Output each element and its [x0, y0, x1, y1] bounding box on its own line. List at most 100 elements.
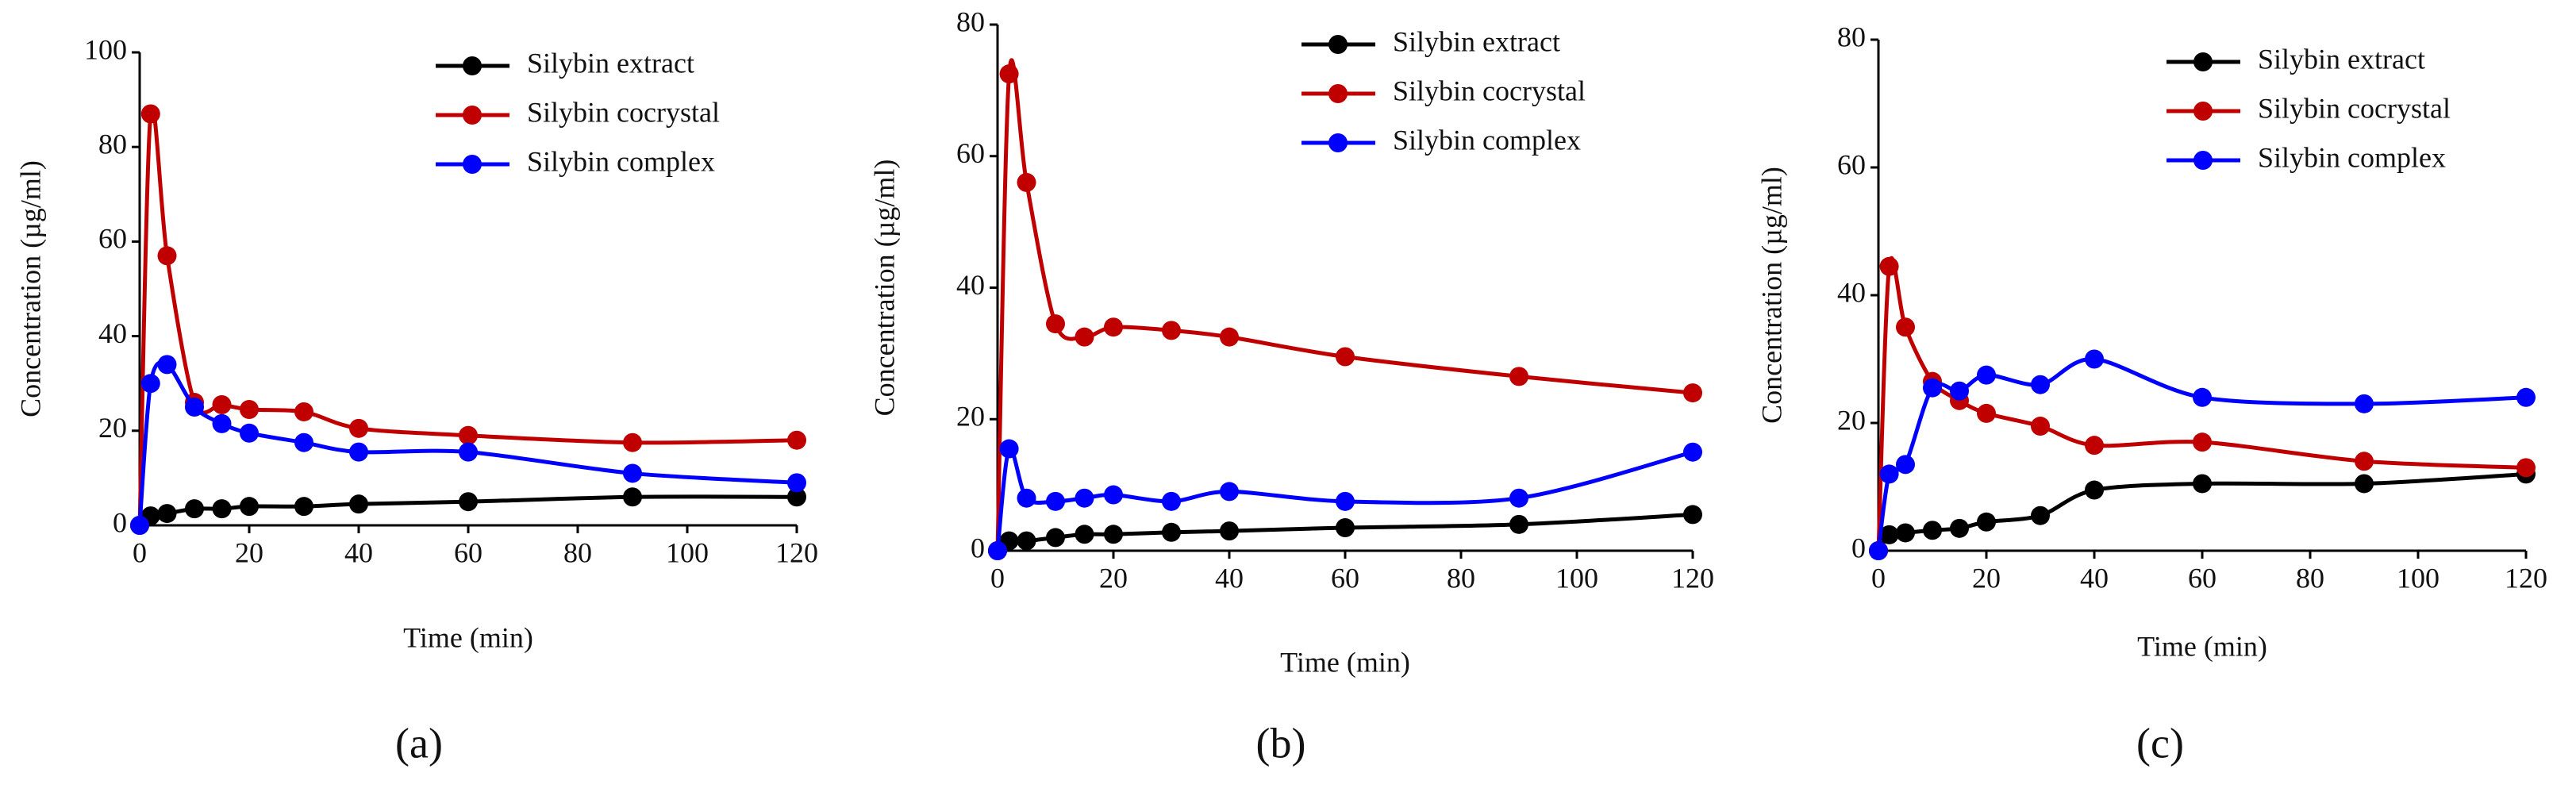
x-axis-label: Time (min) [403, 621, 533, 653]
x-tick-label: 80 [563, 536, 592, 568]
x-tick-label: 20 [1099, 562, 1128, 594]
data-point [130, 516, 149, 535]
data-point [1509, 488, 1528, 508]
data-point [157, 246, 177, 266]
legend-marker [463, 106, 482, 125]
x-tick-label: 100 [1555, 562, 1598, 594]
x-tick-label: 60 [1331, 562, 1359, 594]
y-tick-label: 80 [98, 128, 127, 160]
data-point [1683, 442, 1702, 462]
y-tick-label: 60 [1837, 148, 1866, 180]
data-point [294, 497, 313, 517]
data-point [157, 504, 177, 524]
data-point [140, 104, 160, 124]
data-point [349, 442, 368, 462]
data-point [1683, 505, 1702, 525]
legend-marker [1328, 133, 1348, 152]
data-point [1869, 541, 1888, 560]
y-tick-label: 40 [1837, 276, 1866, 308]
data-point [1104, 485, 1123, 505]
x-tick-label: 20 [235, 536, 263, 568]
data-point [1977, 365, 1996, 385]
data-point [1509, 514, 1528, 534]
legend-marker [2193, 151, 2213, 170]
data-point [1104, 317, 1123, 337]
data-point [1879, 525, 1899, 544]
data-point [2085, 480, 2104, 500]
data-point [1896, 523, 1915, 543]
x-tick-label: 80 [2296, 562, 2324, 594]
data-point [787, 487, 806, 507]
data-point [1509, 367, 1528, 386]
data-point [2516, 458, 2536, 478]
data-point [1950, 381, 1969, 401]
data-point [1046, 528, 1065, 548]
y-axis-label: Concentration (µg/ml) [14, 160, 46, 417]
data-point [1017, 531, 1036, 551]
data-point [1162, 321, 1181, 340]
data-point [1075, 525, 1094, 544]
data-point [1017, 488, 1036, 508]
data-point [1950, 518, 1969, 538]
y-axis-label: Concentration (µg/ml) [868, 160, 900, 417]
x-tick-label: 40 [2080, 562, 2109, 594]
y-tick-label: 20 [1837, 404, 1866, 436]
data-point [157, 355, 177, 375]
data-point [1977, 512, 1996, 532]
y-tick-label: 0 [1851, 532, 1866, 563]
data-point [294, 402, 313, 421]
y-tick-label: 40 [956, 269, 985, 301]
x-tick-label: 20 [1972, 562, 2001, 594]
data-point [1879, 256, 1899, 276]
data-point [2031, 505, 2050, 525]
legend-marker [463, 56, 482, 75]
data-point [459, 442, 478, 462]
data-point [1220, 327, 1239, 347]
x-axis-label: Time (min) [2137, 630, 2267, 662]
data-point [1220, 521, 1239, 541]
y-tick-label: 60 [98, 223, 127, 255]
x-tick-label: 0 [990, 562, 1005, 594]
data-point [1683, 383, 1702, 403]
legend-label: Silybin cocrystal [1393, 75, 1586, 106]
chart-panel: 0 20 40 60 80 100 0 20 40 60 80 100 120 Time (min) Con… [14, 33, 818, 767]
x-tick-label: 100 [2397, 562, 2440, 594]
data-point [2516, 387, 2536, 407]
data-point [2355, 394, 2374, 413]
series-line [995, 446, 1694, 552]
panel-label: (c) [2136, 719, 2184, 767]
data-point [787, 473, 806, 493]
y-axis-label: Concentration (µg/ml) [1755, 167, 1787, 424]
x-tick-label: 60 [2188, 562, 2217, 594]
data-point [240, 423, 259, 443]
data-point [2193, 474, 2212, 494]
data-point [1046, 314, 1065, 334]
x-tick-label: 120 [1671, 562, 1714, 594]
data-point [459, 492, 478, 512]
y-tick-label: 40 [98, 317, 127, 349]
data-point [212, 395, 232, 415]
x-tick-label: 80 [1447, 562, 1475, 594]
legend-label: Silybin extract [2258, 43, 2425, 75]
chart-panel: 0 20 40 60 80 0 20 40 60 80 100 120 Time (min) Concen… [1755, 21, 2547, 767]
data-point [1104, 525, 1123, 544]
legend-marker [2193, 102, 2213, 121]
data-point [1046, 491, 1065, 511]
series-line [995, 58, 1694, 552]
legend-marker [1328, 35, 1348, 54]
legend-label: Silybin complex [2258, 141, 2446, 173]
data-point [2085, 436, 2104, 456]
data-point [1075, 488, 1094, 508]
data-point [140, 374, 160, 394]
data-point [623, 432, 642, 452]
x-tick-label: 0 [133, 536, 147, 568]
data-point [2355, 474, 2374, 494]
x-tick-label: 120 [2505, 562, 2547, 594]
data-point [2355, 452, 2374, 471]
data-point [212, 499, 232, 519]
data-point [212, 413, 232, 433]
x-tick-label: 0 [1871, 562, 1886, 594]
data-point [2193, 387, 2212, 407]
legend-marker [463, 155, 482, 174]
